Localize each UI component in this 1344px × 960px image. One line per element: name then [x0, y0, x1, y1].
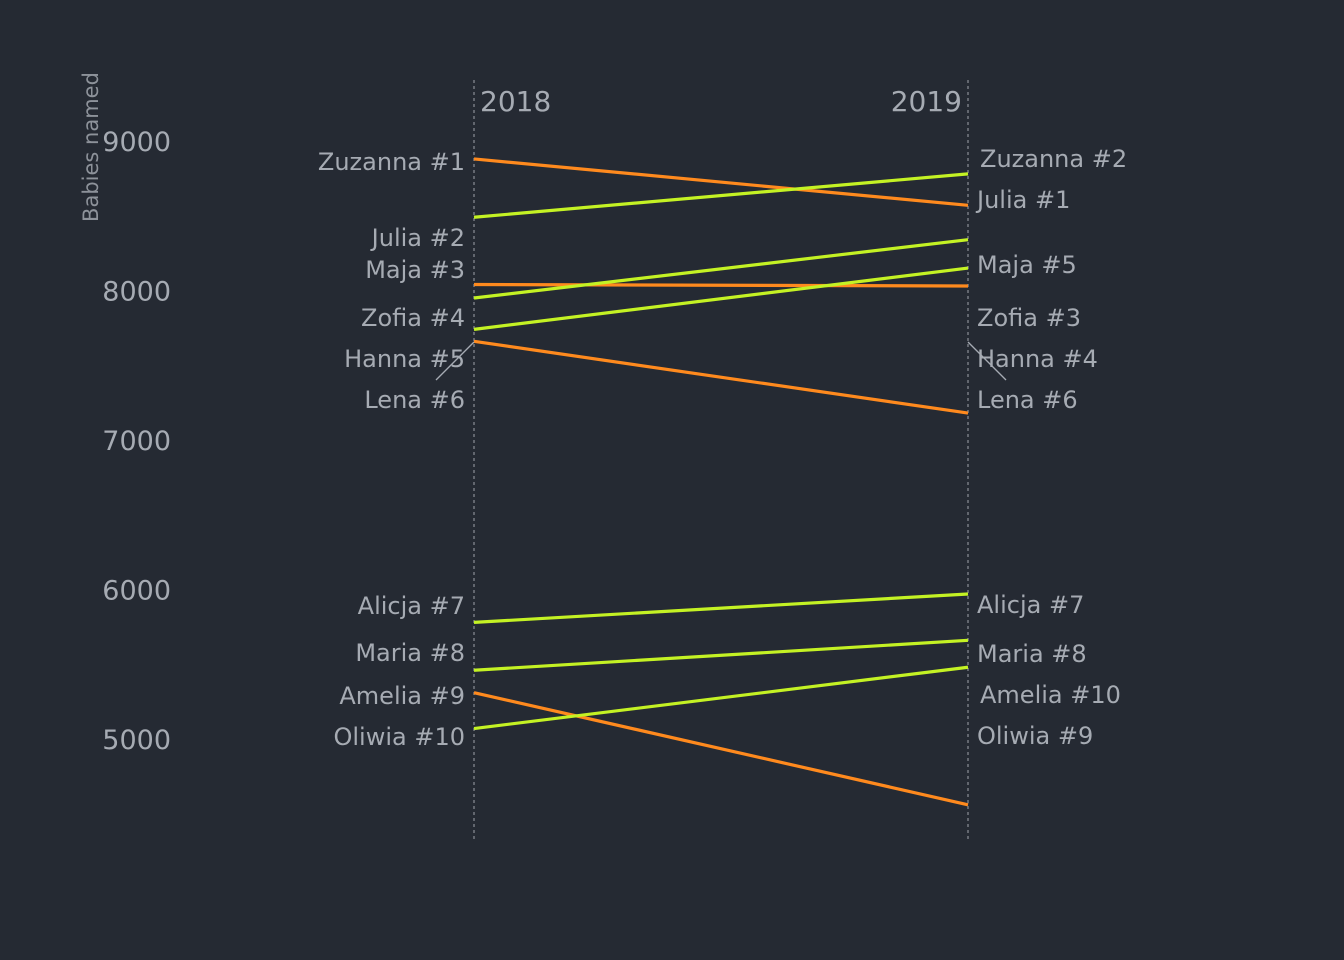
series-line-lena [473, 339, 969, 415]
label-2018-hanna: Hanna #5 [344, 345, 465, 373]
labels-right: Zuzanna #2 Julia #1 Maja #5 Zofia #3 Hanna #… [975, 145, 1127, 750]
label-2018-maria: Maria #8 [355, 639, 465, 667]
y-axis-label: Babies named [79, 72, 103, 222]
series-line-maria [473, 638, 969, 672]
label-2018-zuzanna: Zuzanna #1 [318, 148, 465, 176]
series-line-oliwia [473, 665, 969, 731]
label-2019-oliwia: Oliwia #9 [977, 722, 1093, 750]
labels-left: Zuzanna #1 Julia #2 Maja #3 Zofia #4 Hanna #… [318, 148, 465, 751]
y-tick-label-5000: 5000 [102, 725, 171, 756]
series-lines [473, 157, 969, 807]
label-2019-amelia: Amelia #10 [980, 681, 1121, 709]
label-2019-hanna: Hanna #4 [977, 345, 1098, 373]
label-2019-lena: Lena #6 [977, 386, 1078, 414]
label-2019-julia: Julia #1 [975, 186, 1070, 214]
leader-right-hanna [967, 341, 1007, 381]
label-2019-maja: Maja #5 [977, 251, 1077, 279]
y-axis: 5000 6000 7000 8000 9000 [102, 127, 171, 756]
leader-left-hanna [435, 341, 475, 381]
label-2019-zuzanna: Zuzanna #2 [980, 145, 1127, 173]
label-2018-julia: Julia #2 [370, 224, 465, 252]
y-tick-label-6000: 6000 [102, 576, 171, 607]
label-2018-maja: Maja #3 [365, 256, 465, 284]
series-line-maja [473, 282, 969, 288]
series-line-alicja [473, 592, 969, 624]
label-2018-zofia: Zofia #4 [361, 304, 465, 332]
year-label-left: 2018 [480, 85, 551, 118]
series-line-hanna [473, 266, 969, 331]
label-leaders [435, 341, 1007, 381]
series-line-zofia [473, 238, 969, 300]
label-2019-maria: Maria #8 [977, 640, 1087, 668]
label-2018-oliwia: Oliwia #10 [333, 723, 465, 751]
series-line-zuzanna [473, 157, 969, 207]
y-tick-label-9000: 9000 [102, 127, 171, 158]
series-line-julia [473, 172, 969, 219]
label-2019-zofia: Zofia #3 [977, 304, 1081, 332]
label-2018-lena: Lena #6 [364, 386, 465, 414]
series-line-amelia [473, 691, 969, 807]
y-tick-label-8000: 8000 [102, 277, 171, 308]
year-label-right: 2019 [891, 85, 962, 118]
year-axes: 2018 2019 [473, 80, 969, 840]
label-2019-alicja: Alicja #7 [977, 591, 1084, 619]
label-2018-alicja: Alicja #7 [358, 592, 465, 620]
label-2018-amelia: Amelia #9 [339, 682, 465, 710]
y-tick-label-7000: 7000 [102, 426, 171, 457]
